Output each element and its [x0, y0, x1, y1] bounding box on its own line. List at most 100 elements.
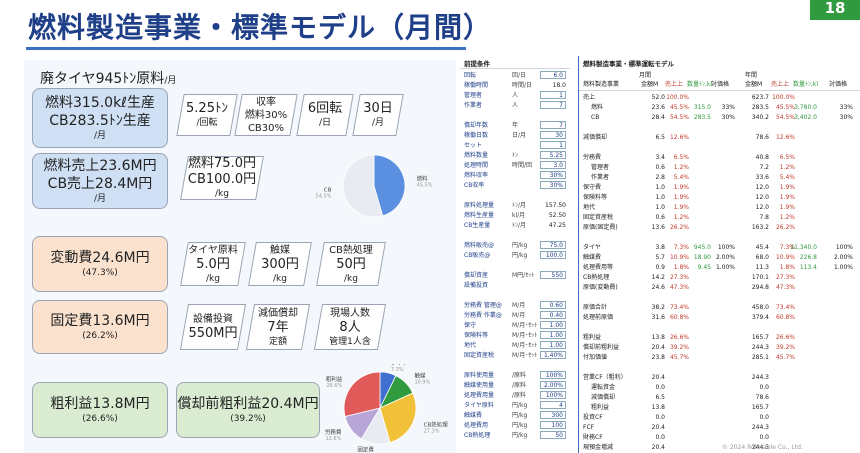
fixed-capex-label: 設備投資 — [193, 313, 233, 325]
assumption-value[interactable]: 2.00% — [540, 381, 566, 389]
operating-model-label: 保険料等 — [583, 194, 608, 201]
operating-model-cell: 31.6 — [651, 314, 665, 321]
fixed-staff-value: 8人 — [339, 319, 361, 335]
assumption-value[interactable]: 100% — [540, 371, 566, 379]
operating-model-cell: 113.4 — [799, 264, 817, 271]
assumption-value[interactable]: 1 — [540, 141, 566, 149]
operating-model-label: 営業CF（粗利） — [583, 374, 627, 381]
operating-model-cell: 28.4 — [651, 114, 665, 121]
operating-model-cell: 6.5% — [673, 154, 689, 161]
operating-model-cell: 5.4% — [673, 174, 689, 181]
gross-profit-pct: (26.6%) — [82, 414, 118, 424]
assumption-row — [464, 361, 568, 370]
assumption-row: 燃料生産量 kl/月 52.50 — [464, 211, 568, 220]
assumption-row: 原料使用量/原料 100% — [464, 371, 568, 380]
operating-model-cell: 244.3 — [751, 444, 769, 451]
assumption-label: 燃料生産量 — [464, 212, 495, 219]
operating-model-cell: 26.6% — [775, 334, 795, 341]
copyright-footer: © 2024 Rotorable Co., Ltd. — [722, 444, 803, 451]
assumption-unit: M/月 — [512, 302, 526, 309]
assumption-row — [464, 231, 568, 240]
production-fuel: 燃料315.0kℓ生産 — [45, 95, 155, 111]
production-box: 燃料315.0kℓ生産 CB283.5ﾄﾝ生産 /月 — [32, 88, 168, 148]
operating-model-cell: 315.0 — [693, 104, 711, 111]
assumption-unit: kl/月 — [512, 212, 526, 219]
ebitda-pct: (39.2%) — [230, 414, 266, 424]
operating-model-row: 付加価値 23.8 45.7% 285.1 45.7% — [579, 353, 860, 362]
operating-model-cell: 1.0 — [655, 184, 665, 191]
param-batch-value: 5.25ﾄﾝ — [186, 101, 228, 116]
assumption-unit: M/月･ｾｯﾄ — [512, 332, 538, 339]
operating-model-cell: 294.8 — [751, 284, 769, 291]
assumption-value[interactable]: 4 — [540, 401, 566, 409]
assumption-unit: 人 — [512, 102, 519, 109]
assumption-value[interactable]: 1 — [540, 91, 566, 99]
operating-model-row: 売上 52.0 100.0% 623.7 100.0% — [579, 93, 860, 102]
operating-model-cell: 0.0 — [759, 414, 769, 421]
operating-model-cell: 30% — [721, 114, 735, 121]
assumption-row: 触媒使用量/原料 2.00% — [464, 381, 568, 390]
var-cbheat-value: 50円 — [336, 256, 366, 272]
operating-model-label: 運転資金 — [591, 384, 616, 391]
operating-model-row: 減価償却 6.5 78.6 — [579, 393, 860, 402]
col-year-header: 年間 — [745, 72, 758, 79]
operating-model-cell: 283.5 — [693, 114, 711, 121]
assumption-value[interactable]: 0.60 — [540, 301, 566, 309]
assumption-value[interactable]: 7 — [540, 121, 566, 129]
assumption-row: セット 1 — [464, 141, 568, 150]
assumption-value[interactable]: 5.25 — [540, 151, 566, 159]
operating-model-cell: 623.7 — [751, 94, 769, 101]
assumption-value[interactable]: 75.0 — [540, 241, 566, 249]
assumption-value[interactable]: 1.00 — [540, 341, 566, 349]
operating-model-label: 労務費 — [583, 154, 602, 161]
assumption-value[interactable]: 100 — [540, 421, 566, 429]
operating-model-label: 投資CF — [583, 414, 603, 421]
assumption-row: 処理費用量/原料 100% — [464, 391, 568, 400]
assumption-value[interactable]: 1.00 — [540, 331, 566, 339]
assumption-value[interactable]: 100.0 — [540, 251, 566, 259]
page-number-badge: 18 — [810, 0, 860, 20]
assumption-unit: 時間/日 — [512, 82, 533, 89]
assumption-value[interactable]: 3.0 — [540, 161, 566, 169]
operating-model-label: CB熱処理 — [583, 274, 610, 281]
sales-pie-pct-1: 54.5% — [316, 193, 332, 199]
assumption-value[interactable]: 1.00 — [540, 321, 566, 329]
assumption-label: 地代 — [464, 342, 477, 349]
operating-model-row: 作業者 2.8 5.4% 33.6 5.4% — [579, 173, 860, 182]
operating-model-cell: 458.0 — [751, 304, 769, 311]
assumption-value[interactable]: 0.40 — [540, 311, 566, 319]
var-cbheat-label: CB熱処理 — [329, 244, 373, 256]
assumption-value[interactable]: 30 — [540, 131, 566, 139]
assumption-value[interactable]: 100% — [540, 391, 566, 399]
assumption-unit: 円/kg — [512, 412, 528, 419]
operating-model-cell: 10.9% — [775, 254, 795, 261]
assumption-value[interactable]: 50 — [540, 431, 566, 439]
assumption-row: 稼働時間 時間/日 18.0 — [464, 81, 568, 90]
assumption-value[interactable]: 6.0 — [540, 71, 566, 79]
operating-model-label: 保守費 — [583, 184, 602, 191]
assumption-row: 保守 M/月･ｾｯﾄ 1.00 — [464, 321, 568, 330]
assumption-unit: 時間/回 — [512, 162, 533, 169]
subhead-cell: 対価格 — [711, 81, 730, 88]
cost-pie-label-5: 粗利益 — [326, 375, 343, 383]
assumption-label: CB熱処理 — [464, 432, 491, 439]
assumption-label: 稼働日数 — [464, 132, 489, 139]
var-cbheat-unit: /kg — [344, 273, 358, 284]
assumption-row: 設備投資 — [464, 281, 568, 290]
operating-model-cell: 23.8 — [651, 354, 665, 361]
assumption-value[interactable]: 300 — [540, 411, 566, 419]
operating-model-cell: 27.3% — [669, 274, 689, 281]
operating-model-cell: 33% — [839, 104, 853, 111]
sales-price-unit: /kg — [215, 189, 229, 199]
assumption-value[interactable]: 550 — [540, 271, 566, 279]
operating-model-row: 粗利益 13.8 165.7 — [579, 403, 860, 412]
assumption-value[interactable]: 7 — [540, 101, 566, 109]
assumption-label: 触媒費 — [464, 412, 483, 419]
assumption-label: 労務費 管理@ — [464, 302, 502, 309]
assumption-row: 労務費 作業@ M/月 0.40 — [464, 311, 568, 320]
operating-model-row: 保守費 1.0 1.9% 12.0 1.9% — [579, 183, 860, 192]
assumption-value[interactable]: 1.40% — [540, 351, 566, 359]
operating-model-row — [579, 293, 860, 302]
assumption-value[interactable]: 30% — [540, 171, 566, 179]
assumption-value[interactable]: 30% — [540, 181, 566, 189]
